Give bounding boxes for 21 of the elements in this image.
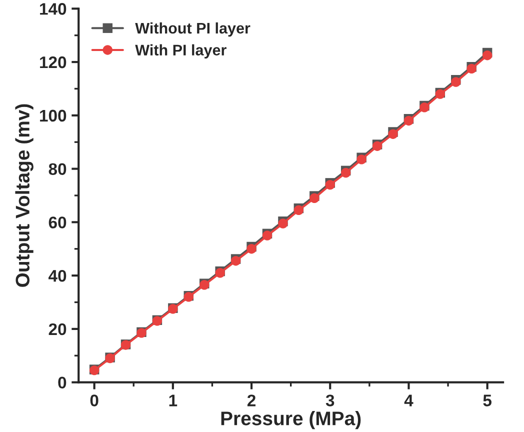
y-axis-title: Output Voltage (mv): [15, 104, 34, 287]
y-tick-label: 100: [40, 110, 66, 122]
x-tick-label: 4: [404, 394, 414, 406]
y-tick-label: 80: [48, 163, 66, 175]
x-axis-title: Pressure (MPa): [221, 411, 361, 430]
y-tick-label: 60: [48, 216, 66, 228]
x-tick-label: 0: [90, 394, 98, 406]
y-tick-label: 20: [48, 323, 66, 336]
y-tick-label: 0: [58, 376, 66, 389]
x-tick-label: 5: [483, 394, 492, 406]
point: [246, 244, 256, 254]
legend-label: Without PI layer: [135, 22, 250, 37]
y-tick-label: 40: [48, 270, 66, 282]
x-tick-label: 3: [326, 394, 334, 406]
x-tick-label: 1: [169, 394, 178, 406]
point: [482, 50, 492, 60]
y-tick-label: 120: [40, 56, 66, 68]
y-tick-label: 140: [40, 3, 66, 15]
x-tick-label: 2: [247, 394, 256, 406]
point: [310, 193, 320, 204]
legend-label: With PI layer: [135, 44, 226, 59]
